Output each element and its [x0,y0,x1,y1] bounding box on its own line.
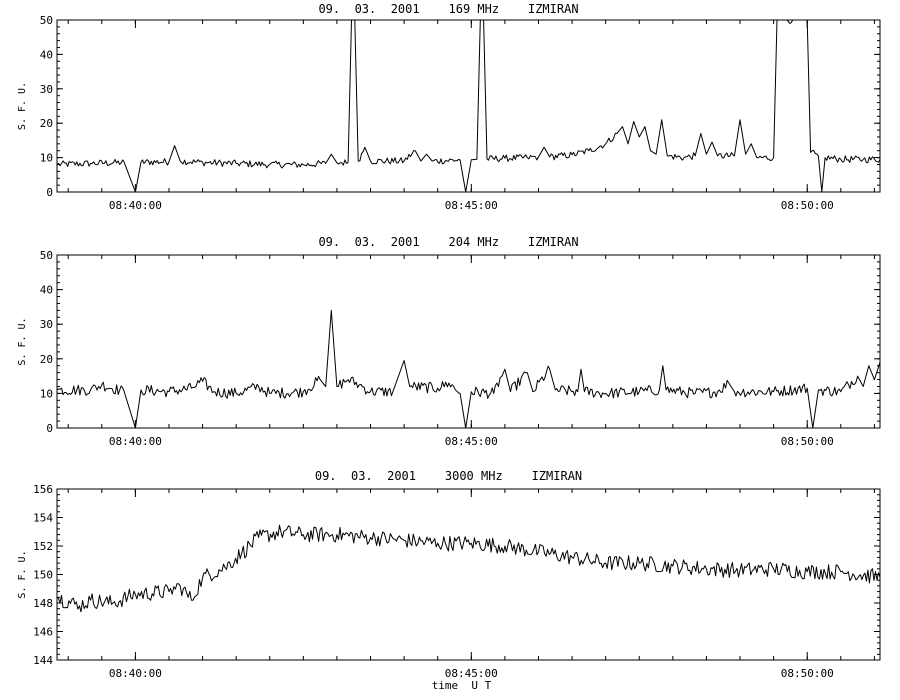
chart-panel-3: 09. 03. 2001 3000 MHz IZMIRAN S. F. U. 144… [17,469,881,692]
series-line-1 [56,524,881,613]
y-tick-label: 20 [40,353,53,366]
y-axis-label: S. F. U. [17,82,28,130]
x-tick-label: 08:40:00 [109,199,162,212]
y-tick-label: 154 [33,512,53,525]
x-tick-label: 08:50:00 [781,199,834,212]
y-tick-label: 144 [33,654,53,667]
chart-title: 09. 03. 2001 204 MHz IZMIRAN [318,235,578,249]
x-tick-label: 08:45:00 [445,435,498,448]
y-axis-label: S. F. U. [17,550,28,598]
y-tick-label: 40 [40,284,53,297]
y-tick-label: 20 [40,117,53,130]
x-axis-label: time U T [432,679,492,692]
y-tick-label: 10 [40,152,53,165]
y-tick-label: 156 [33,483,53,496]
chart-panel-1: 09. 03. 2001 169 MHz IZMIRAN S. F. U. 0 10 2… [17,2,881,212]
y-axis-label: S. F. U. [17,317,28,365]
series-line-1 [56,19,881,193]
y-tick-label: 0 [46,186,53,199]
x-tick-label: 08:45:00 [445,667,498,680]
x-tick-label: 08:40:00 [109,435,162,448]
y-tick-label: 30 [40,83,53,96]
chart-title: 09. 03. 2001 169 MHz IZMIRAN [318,2,578,16]
series-line-1 [56,309,881,429]
y-tick-label: 146 [33,626,53,639]
x-tick-label: 08:40:00 [109,667,162,680]
y-tick-label: 152 [33,540,53,553]
plot-frame [56,254,881,429]
y-tick-label: 148 [33,597,53,610]
y-tick-label: 150 [33,569,53,582]
x-tick-label: 08:45:00 [445,199,498,212]
y-tick-label: 10 [40,387,53,400]
y-tick-label: 30 [40,318,53,331]
y-tick-label: 50 [40,14,53,27]
chart-panel-2: 09. 03. 2001 204 MHz IZMIRAN S. F. U. 0 10 2… [17,235,881,448]
chart-title: 09. 03. 2001 3000 MHz IZMIRAN [315,469,582,483]
x-tick-label: 08:50:00 [781,435,834,448]
y-tick-label: 50 [40,249,53,262]
x-tick-label: 08:50:00 [781,667,834,680]
plot-frame [56,488,881,661]
plot-frame [56,19,881,193]
y-tick-label: 0 [46,422,53,435]
y-tick-label: 40 [40,48,53,61]
